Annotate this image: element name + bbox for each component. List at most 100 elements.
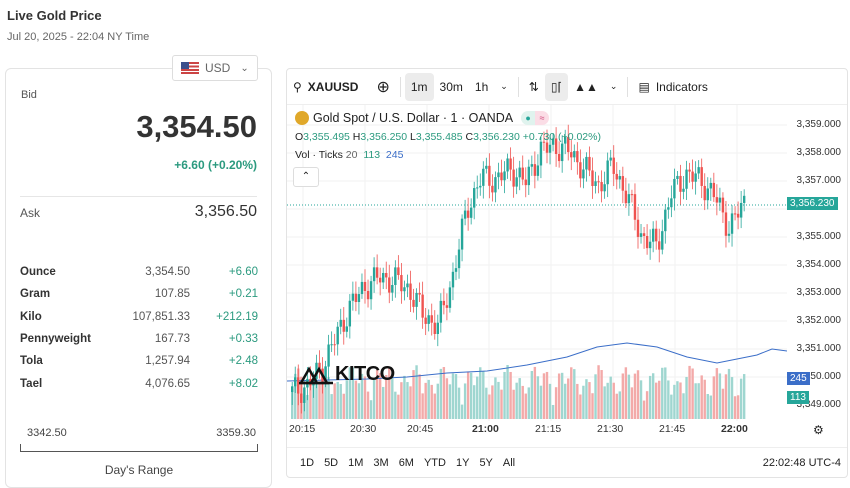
gold-symbol-icon — [295, 111, 309, 125]
candle-style-button[interactable]: ▯⌈ — [544, 72, 569, 101]
x-tick: 20:45 — [407, 423, 434, 435]
range-selector: 1D 5D 1M 3M 6M YTD 1Y 5Y All 22:02:48 UT… — [287, 447, 847, 477]
time-axis[interactable]: 20:15 20:30 20:45 21:00 21:15 21:30 21:4… — [287, 421, 849, 439]
y-tick: 3,352.000 — [796, 315, 842, 326]
compare-add-button[interactable]: ⊕ — [370, 73, 395, 101]
range-6m[interactable]: 6M — [398, 456, 414, 469]
range-1m[interactable]: 1M — [348, 456, 364, 469]
range-ytd[interactable]: YTD — [423, 456, 446, 469]
unit-table: Ounce 3,354.50 +6.60 Gram 107.85 +0.21 Kilo 1… — [20, 261, 258, 395]
unit-name: Kilo — [20, 310, 42, 323]
chart-settings-button[interactable]: ⚙ — [813, 423, 824, 437]
delayed-data-icon: ≈ — [535, 111, 550, 125]
low-value: 3,355.485 — [415, 131, 463, 143]
y-tick: 3,354.000 — [796, 259, 842, 270]
indicators-label: Indicators — [655, 79, 708, 94]
ohlc-legend: O3,355.495 H3,356.250 L3,355.485 C3,356.… — [295, 131, 601, 143]
market-status-pill[interactable]: ● ≈ — [521, 111, 550, 125]
currency-select[interactable]: USD ⌄ — [172, 55, 258, 81]
unit-row-tola: Tola 1,257.94 +2.48 — [20, 350, 258, 372]
indicators-button[interactable]: ▤ Indicators — [632, 73, 713, 101]
unit-name: Tael — [20, 377, 43, 390]
bid-change: +6.60 (+0.20%) — [174, 158, 257, 172]
symbol-search[interactable]: ⚲ XAUUSD — [287, 73, 364, 101]
y-tick: 3,358.000 — [796, 147, 842, 158]
ask-price: 3,356.50 — [194, 203, 257, 220]
bid-price: 3,354.50 — [136, 109, 257, 144]
bid-label: Bid — [21, 89, 37, 101]
range-5d[interactable]: 5D — [324, 456, 339, 469]
unit-row-tael: Tael 4,076.65 +8.02 — [20, 372, 258, 394]
legend-title: Gold Spot / U.S. Dollar · 1 · OANDA — [313, 111, 514, 125]
divider — [399, 76, 401, 97]
x-tick: 21:00 — [472, 423, 499, 435]
unit-name: Ounce — [20, 266, 56, 279]
ask-label: Ask — [20, 206, 41, 220]
quote-panel: Bid 3,354.50 +6.60 (+0.20%) Ask 3,356.50… — [5, 68, 272, 488]
bars-icon: ⇅ — [528, 79, 539, 94]
unit-change: +0.21 — [228, 288, 258, 301]
range-bar — [20, 444, 258, 452]
unit-row-kilo: Kilo 107,851.33 +212.19 — [20, 306, 258, 328]
kitco-watermark: KITCO — [299, 363, 395, 386]
unit-change: +8.02 — [228, 377, 258, 390]
chart-type-dropdown[interactable]: ⌄ — [604, 73, 624, 101]
range-3m[interactable]: 3M — [373, 456, 389, 469]
change-value: +0.730 (+0.02%) — [522, 131, 601, 143]
chevron-down-icon: ⌄ — [240, 62, 249, 74]
candlestick-plot[interactable] — [287, 105, 787, 421]
volume-tag: 113 — [787, 391, 809, 404]
gear-icon: ⚙ — [813, 423, 824, 437]
x-tick: 21:30 — [597, 423, 624, 435]
range-high: 3359.30 — [216, 427, 256, 439]
plus-circle-icon: ⊕ — [376, 78, 390, 96]
divider — [20, 196, 257, 197]
y-tick: 3,353.000 — [796, 287, 842, 298]
symbol-label: XAUUSD — [307, 79, 359, 94]
open-value: 3,355.495 — [303, 131, 350, 143]
area-style-button[interactable]: ▲▲ — [568, 73, 604, 101]
y-tick: 3,359.000 — [796, 119, 842, 130]
interval-1h[interactable]: 1h — [474, 79, 489, 94]
close-value: 3,356.230 — [473, 131, 520, 143]
us-flag-icon — [181, 62, 199, 74]
volume-ma-value: 245 — [385, 149, 404, 161]
volume-length: 20 — [345, 149, 358, 161]
unit-value: 4,076.65 — [145, 377, 190, 390]
bar-style-button[interactable]: ⇅ — [523, 73, 545, 101]
chevron-up-icon: ⌃ — [301, 171, 311, 182]
y-tick: 3,350.000 — [796, 371, 842, 382]
y-tick: 3,355.000 — [796, 231, 842, 242]
collapse-legend-button[interactable]: ⌃ — [293, 167, 319, 187]
unit-value: 107.85 — [154, 288, 190, 301]
interval-dropdown[interactable]: ⌄ — [494, 73, 514, 101]
currency-label: USD — [205, 61, 231, 75]
divider — [517, 76, 519, 97]
price-axis[interactable]: 3,359.000 3,358.000 3,357.000 3,355.000 … — [787, 105, 847, 421]
volume-ma-tag: 245 — [787, 372, 810, 385]
unit-change: +2.48 — [228, 355, 258, 368]
interval-30m[interactable]: 30m — [439, 79, 463, 94]
market-open-icon: ● — [521, 111, 536, 125]
chart-clock[interactable]: 22:02:48 UTC-4 — [762, 456, 841, 469]
x-tick: 20:15 — [289, 423, 316, 435]
unit-value: 3,354.50 — [145, 266, 190, 279]
unit-value: 1,257.94 — [145, 355, 190, 368]
range-1y[interactable]: 1Y — [455, 456, 470, 469]
unit-row-pennyweight: Pennyweight 167.73 +0.33 — [20, 328, 258, 350]
interval-1m[interactable]: 1m — [404, 72, 434, 101]
range-1d[interactable]: 1D — [300, 456, 315, 469]
range-all[interactable]: All — [502, 456, 516, 469]
timestamp: Jul 20, 2025 - 22:04 NY Time — [7, 31, 150, 43]
range-5y[interactable]: 5Y — [479, 456, 493, 469]
x-tick: 20:30 — [350, 423, 377, 435]
unit-name: Tola — [20, 355, 43, 368]
unit-row-ounce: Ounce 3,354.50 +6.60 — [20, 261, 258, 283]
unit-value: 107,851.33 — [132, 310, 190, 323]
unit-value: 167.73 — [154, 333, 190, 346]
current-price-tag: 3,356.230 — [787, 197, 838, 210]
unit-change: +0.33 — [228, 333, 258, 346]
unit-change: +212.19 — [216, 310, 258, 323]
volume-value: 113 — [363, 149, 381, 161]
y-tick: 3,357.000 — [796, 175, 842, 186]
